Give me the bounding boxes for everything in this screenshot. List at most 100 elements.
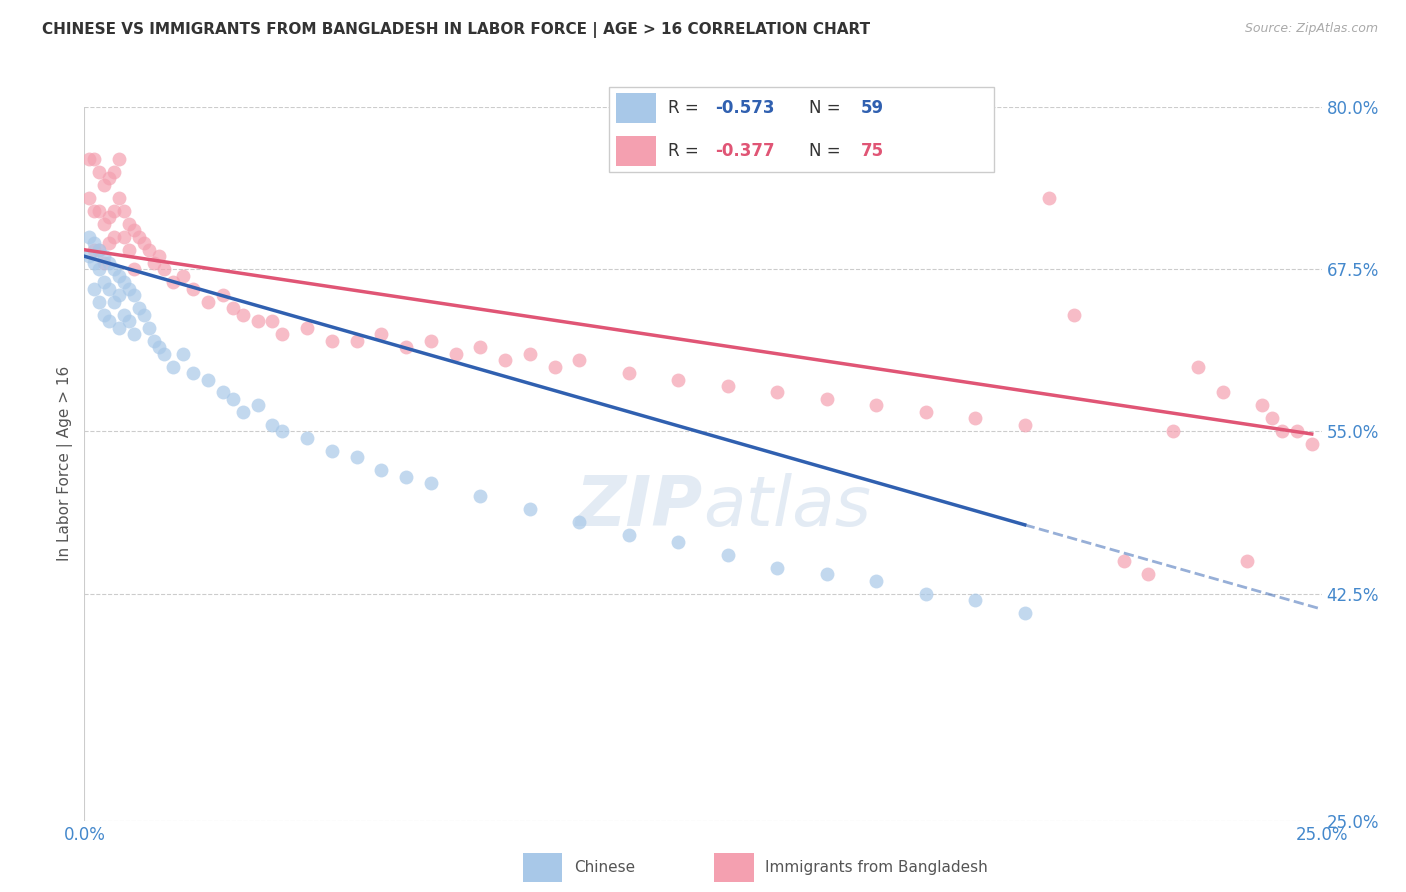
Point xyxy=(666,372,689,386)
Point xyxy=(865,574,887,588)
FancyBboxPatch shape xyxy=(714,854,754,881)
Point xyxy=(122,262,145,277)
Point xyxy=(112,203,135,218)
Point xyxy=(83,152,105,166)
Point xyxy=(815,392,838,406)
Point xyxy=(1261,411,1284,425)
Point xyxy=(103,294,125,309)
Point xyxy=(98,314,121,328)
Point xyxy=(138,243,160,257)
Point xyxy=(717,548,740,562)
Point xyxy=(232,405,254,419)
Point xyxy=(370,463,392,477)
Point xyxy=(470,340,492,354)
Text: Chinese: Chinese xyxy=(574,860,634,875)
Point xyxy=(98,282,121,296)
Text: 59: 59 xyxy=(860,99,883,117)
Point xyxy=(295,320,318,334)
Point xyxy=(222,301,245,315)
Point xyxy=(79,152,101,166)
Point xyxy=(395,340,418,354)
Point xyxy=(519,346,541,360)
Point xyxy=(93,308,115,322)
Point xyxy=(89,165,111,179)
Point xyxy=(444,346,467,360)
Point xyxy=(494,353,516,368)
Point xyxy=(108,152,131,166)
Point xyxy=(89,262,111,277)
Point xyxy=(122,327,145,342)
Point xyxy=(93,249,115,263)
Point xyxy=(617,366,640,380)
Point xyxy=(262,417,284,432)
Point xyxy=(1285,425,1308,439)
Point xyxy=(197,294,219,309)
Point xyxy=(965,411,987,425)
Text: -0.377: -0.377 xyxy=(714,142,775,160)
Point xyxy=(543,359,565,374)
Point xyxy=(108,191,131,205)
Point xyxy=(152,262,174,277)
Point xyxy=(89,203,111,218)
Point xyxy=(93,256,115,270)
Point xyxy=(1014,417,1036,432)
Text: CHINESE VS IMMIGRANTS FROM BANGLADESH IN LABOR FORCE | AGE > 16 CORRELATION CHAR: CHINESE VS IMMIGRANTS FROM BANGLADESH IN… xyxy=(42,22,870,38)
Point xyxy=(1112,554,1135,568)
Point xyxy=(346,450,368,465)
Text: atlas: atlas xyxy=(703,473,870,541)
Point xyxy=(1212,385,1234,400)
Point xyxy=(118,282,141,296)
Point xyxy=(1137,567,1160,582)
Point xyxy=(321,443,343,458)
Point xyxy=(271,327,294,342)
Point xyxy=(98,171,121,186)
Point xyxy=(89,243,111,257)
Point xyxy=(246,314,269,328)
Point xyxy=(914,586,936,600)
Point xyxy=(122,223,145,237)
Point xyxy=(142,334,165,348)
Point xyxy=(395,470,418,484)
Point xyxy=(1271,425,1294,439)
Point xyxy=(295,431,318,445)
Point xyxy=(232,308,254,322)
Text: N =: N = xyxy=(810,142,846,160)
Point xyxy=(93,178,115,192)
Point xyxy=(148,340,170,354)
Point xyxy=(914,405,936,419)
Point xyxy=(132,308,155,322)
Point xyxy=(162,275,184,289)
Point xyxy=(222,392,245,406)
Point xyxy=(212,385,235,400)
Point xyxy=(568,515,591,529)
Point xyxy=(212,288,235,302)
Point xyxy=(1063,308,1085,322)
Point xyxy=(766,385,789,400)
Point xyxy=(98,236,121,251)
Point xyxy=(717,379,740,393)
Point xyxy=(766,560,789,574)
Point xyxy=(1251,399,1274,413)
Text: -0.573: -0.573 xyxy=(714,99,775,117)
Point xyxy=(965,593,987,607)
Point xyxy=(197,372,219,386)
Text: ZIP: ZIP xyxy=(575,473,703,541)
Point xyxy=(89,294,111,309)
Point xyxy=(112,275,135,289)
Point xyxy=(815,567,838,582)
Point xyxy=(1014,606,1036,620)
Text: 75: 75 xyxy=(860,142,883,160)
Point xyxy=(108,268,131,283)
Point xyxy=(79,229,101,244)
Text: R =: R = xyxy=(668,142,703,160)
Point xyxy=(103,165,125,179)
Point xyxy=(103,262,125,277)
Point xyxy=(519,502,541,516)
Point xyxy=(103,203,125,218)
Point xyxy=(617,528,640,542)
Point xyxy=(118,314,141,328)
FancyBboxPatch shape xyxy=(609,87,994,172)
Point xyxy=(112,308,135,322)
Point xyxy=(122,288,145,302)
Text: N =: N = xyxy=(810,99,846,117)
